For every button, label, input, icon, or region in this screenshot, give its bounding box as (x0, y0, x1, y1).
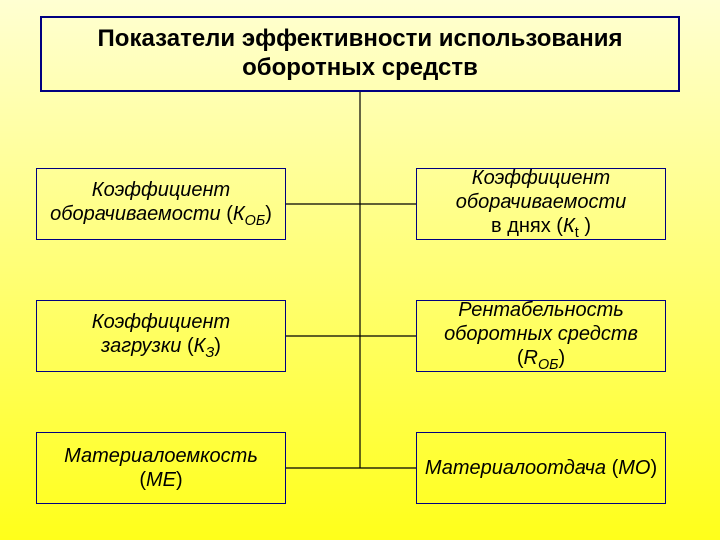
node-label: Коэффициентоборачиваемости (КОБ) (50, 178, 272, 230)
node-label: Материалоемкость (МЕ) (43, 444, 279, 492)
diagram-stage: Показатели эффективности использования о… (0, 0, 720, 540)
node-label: Коэффициентзагрузки (КЗ) (92, 310, 230, 362)
node-rob: Рентабельностьоборотных средств (RОБ) (416, 300, 666, 372)
node-kt: Коэффициентоборачиваемостив днях (Кt ) (416, 168, 666, 240)
node-kob: Коэффициентоборачиваемости (КОБ) (36, 168, 286, 240)
node-me: Материалоемкость (МЕ) (36, 432, 286, 504)
diagram-title: Показатели эффективности использования о… (40, 16, 680, 92)
node-kz: Коэффициентзагрузки (КЗ) (36, 300, 286, 372)
node-label: Рентабельностьоборотных средств (RОБ) (423, 298, 659, 374)
node-label: Материалоотдача (МО) (425, 456, 657, 480)
node-mo: Материалоотдача (МО) (416, 432, 666, 504)
node-label: Коэффициентоборачиваемостив днях (Кt ) (456, 166, 627, 242)
